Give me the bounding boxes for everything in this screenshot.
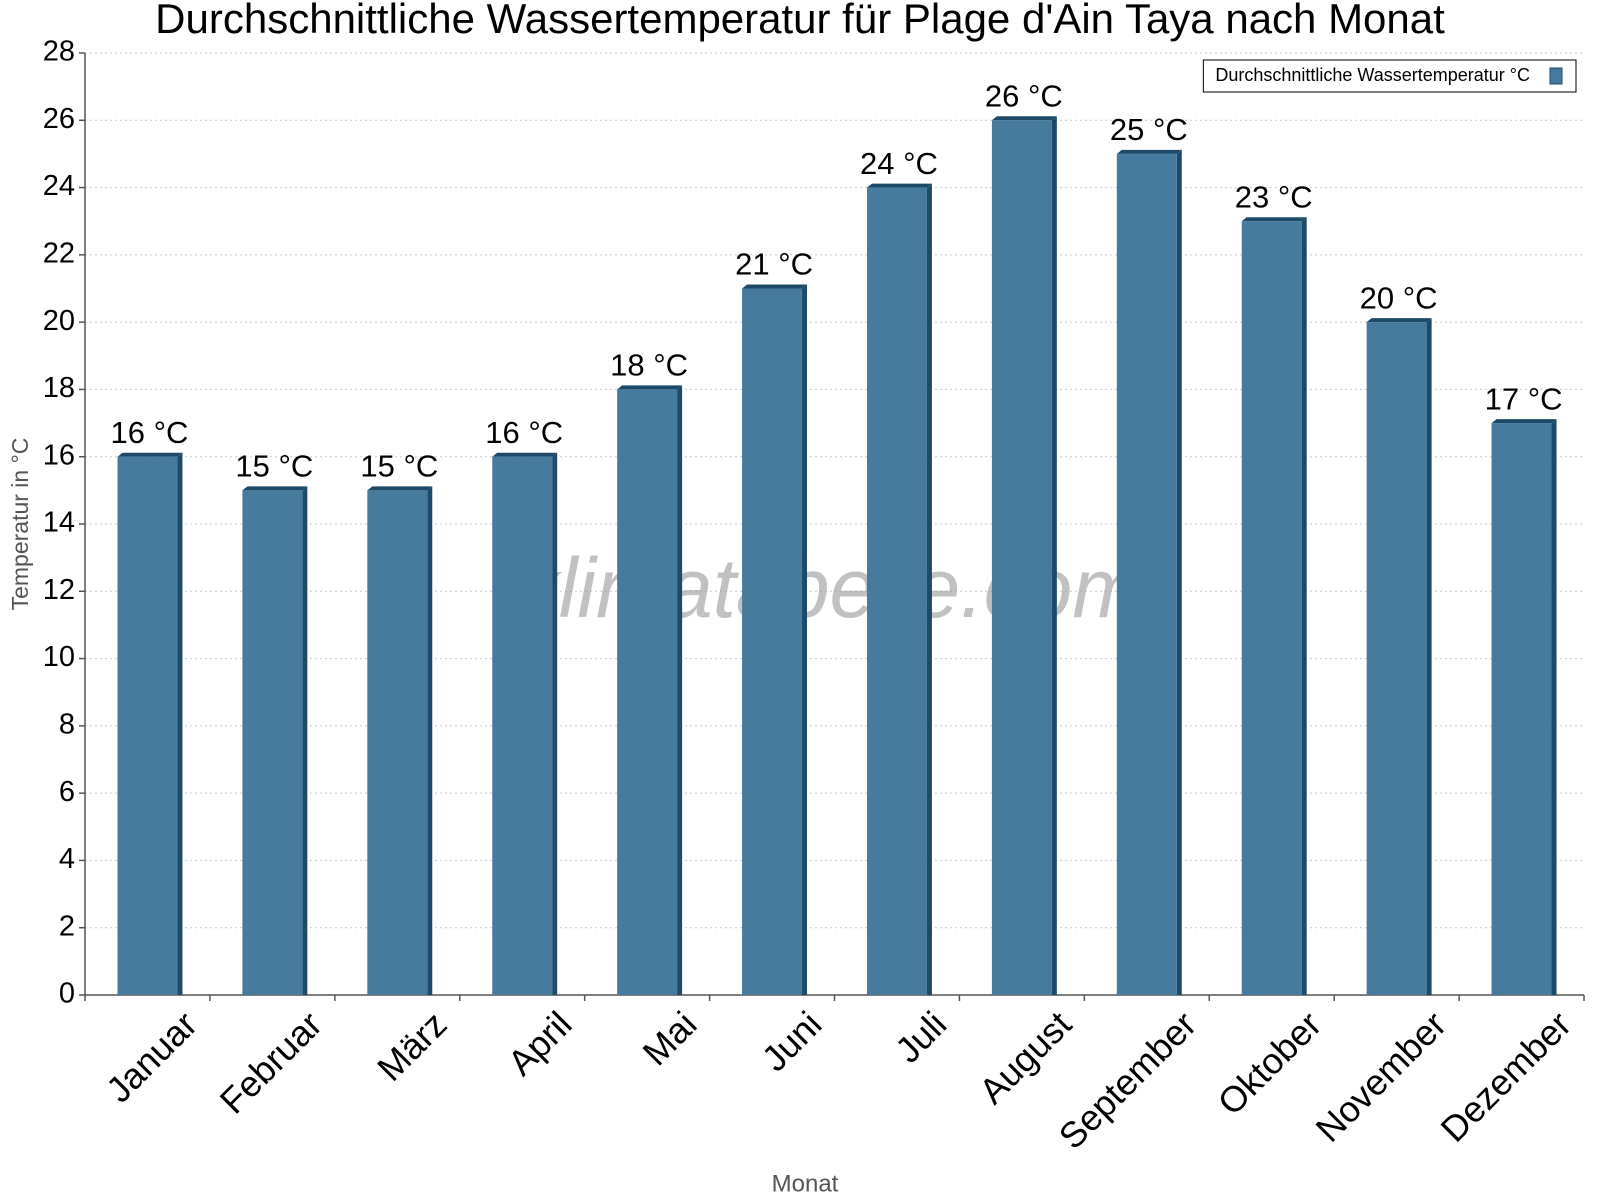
value-label: 21 °C	[735, 247, 813, 282]
y-tick-label: 16	[43, 439, 75, 471]
bar-side	[427, 486, 433, 995]
y-tick-label: 28	[43, 36, 75, 68]
bar-side	[552, 452, 558, 995]
legend: Durchschnittliche Wassertemperatur °C	[1202, 59, 1577, 93]
value-label: 17 °C	[1485, 381, 1563, 416]
bar-top	[492, 452, 558, 457]
y-tick-label: 6	[59, 776, 75, 808]
bar-side	[1426, 318, 1432, 996]
y-tick-label: 0	[59, 978, 75, 1010]
y-tick-label: 12	[43, 574, 75, 606]
bar-side	[802, 284, 808, 995]
y-tick-label: 10	[43, 641, 75, 673]
x-tick-label: Dezember	[1433, 1003, 1579, 1149]
bar-side	[302, 486, 308, 995]
bar	[866, 187, 927, 996]
y-tick-label: 18	[43, 372, 75, 404]
bar-top	[242, 486, 308, 491]
x-tick-label: Juli	[887, 1003, 954, 1070]
bar	[617, 389, 678, 995]
x-tick-label: August	[971, 1003, 1079, 1111]
bar-side	[1551, 419, 1557, 996]
bar-top	[367, 486, 433, 491]
chart-title: Durchschnittliche Wassertemperatur für P…	[155, 0, 1445, 42]
bar	[242, 490, 303, 995]
x-tick-label: Juni	[754, 1003, 830, 1079]
bar	[1241, 221, 1302, 995]
y-tick-label: 8	[59, 709, 75, 741]
bar-top	[991, 116, 1057, 121]
bar-top	[866, 183, 932, 188]
bar-side	[677, 385, 683, 995]
legend-box	[1202, 59, 1577, 93]
bar	[1491, 423, 1552, 996]
bar	[991, 120, 1052, 996]
value-label: 26 °C	[985, 78, 1063, 113]
value-label: 20 °C	[1360, 280, 1438, 315]
x-tick-label: November	[1308, 1003, 1454, 1149]
x-tick-label: Februar	[212, 1003, 330, 1121]
bar-top	[117, 452, 183, 457]
bar-top	[617, 385, 683, 390]
bar-top	[742, 284, 808, 289]
y-axis-label: Temperatur in °C	[7, 438, 33, 611]
bar-side	[926, 183, 932, 996]
value-label: 25 °C	[1110, 112, 1188, 147]
bar	[367, 490, 428, 995]
value-label: 15 °C	[235, 449, 313, 484]
x-tick-label: September	[1051, 1003, 1205, 1157]
value-label: 18 °C	[610, 348, 688, 383]
y-tick-label: 4	[59, 843, 75, 875]
value-label: 16 °C	[485, 415, 563, 450]
legend-label: Durchschnittliche Wassertemperatur °C	[1215, 65, 1530, 85]
x-tick-label: März	[369, 1003, 455, 1089]
legend-swatch	[1549, 67, 1563, 85]
bar-side	[1176, 149, 1182, 995]
y-tick-label: 14	[43, 507, 75, 539]
bar	[492, 456, 553, 995]
bar	[1116, 153, 1177, 995]
bar	[1366, 322, 1427, 996]
value-label: 15 °C	[360, 449, 438, 484]
y-tick-label: 20	[43, 305, 75, 337]
value-label: 24 °C	[860, 146, 938, 181]
value-label: 23 °C	[1235, 179, 1313, 214]
value-label: 16 °C	[111, 415, 189, 450]
x-tick-label: Oktober	[1210, 1003, 1330, 1123]
x-tick-label: Mai	[634, 1003, 704, 1073]
x-tick-label: Januar	[98, 1003, 205, 1110]
bar-top	[1491, 419, 1557, 424]
y-tick-label: 2	[59, 910, 75, 942]
bar	[742, 288, 803, 995]
bar-side	[177, 452, 183, 995]
bar-side	[1301, 217, 1307, 995]
y-tick-label: 22	[43, 238, 75, 270]
bar-top	[1116, 149, 1182, 154]
bar-top	[1366, 318, 1432, 323]
y-tick-label: 26	[43, 103, 75, 135]
x-tick-label: April	[500, 1003, 580, 1083]
y-tick-label: 24	[43, 170, 75, 202]
bar	[117, 456, 178, 995]
bar-side	[1051, 116, 1057, 996]
x-axis-label: Monat	[772, 1170, 839, 1197]
bar-top	[1241, 217, 1307, 222]
